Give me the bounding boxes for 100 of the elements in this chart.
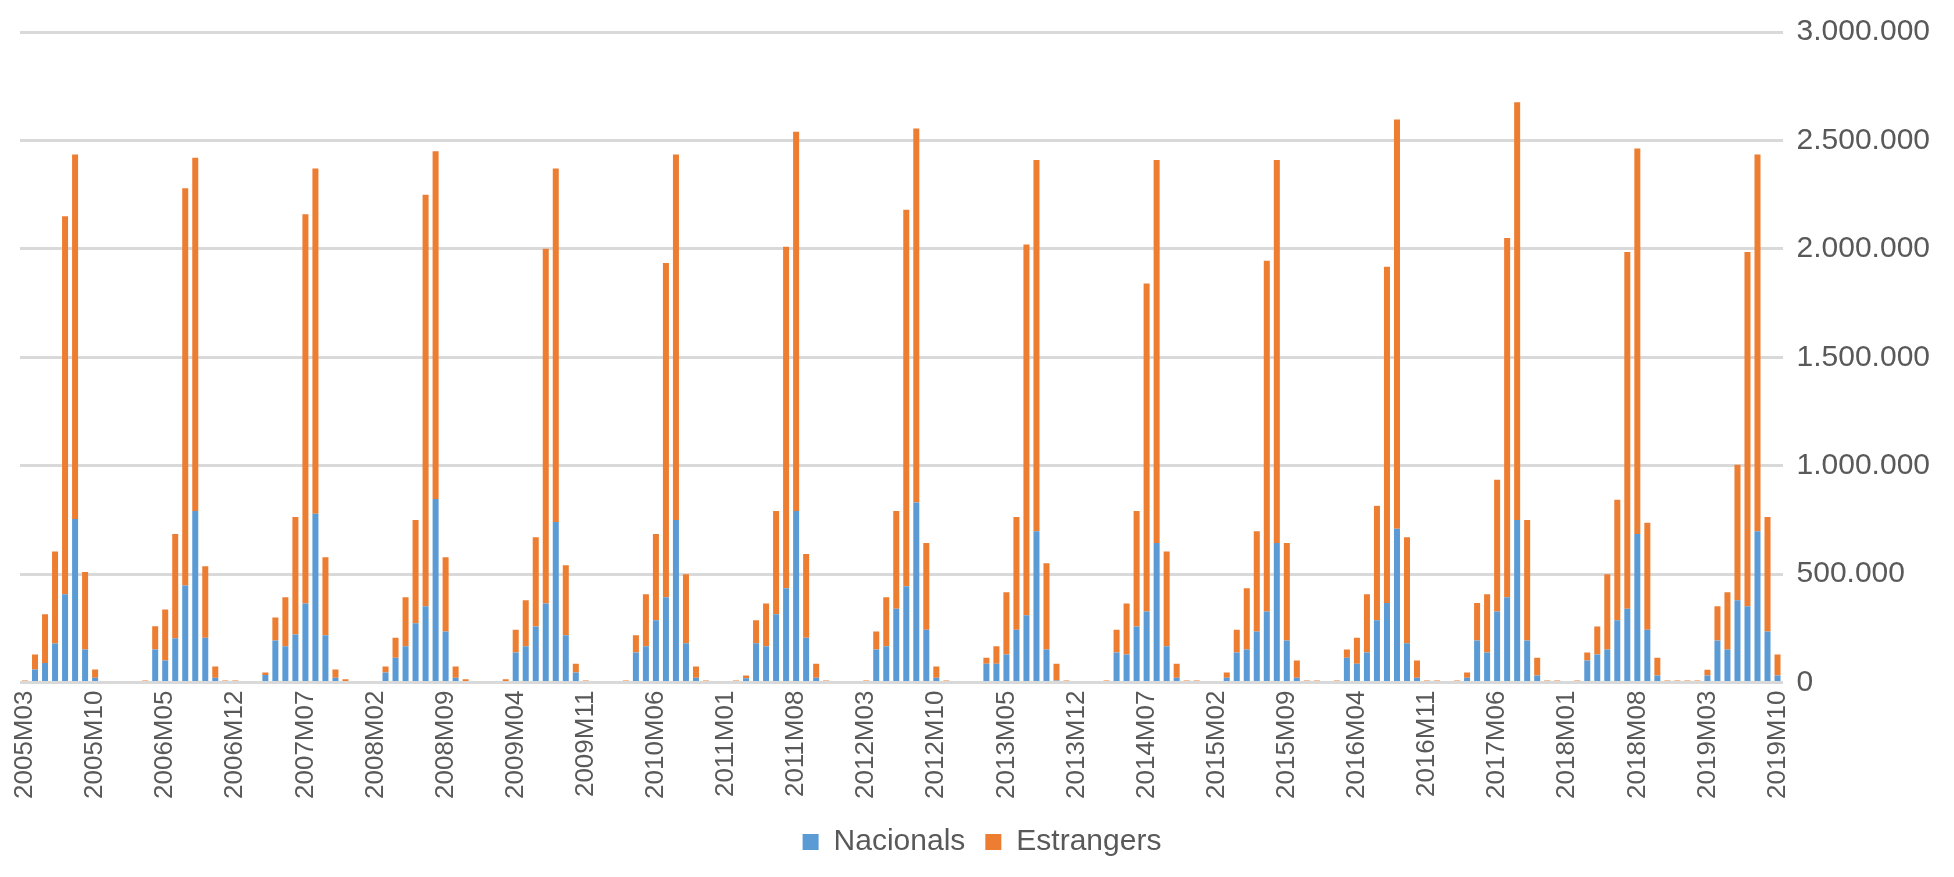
bar	[1494, 611, 1501, 682]
x-tick-label: 2019M03	[1690, 690, 1721, 799]
bar	[983, 663, 990, 682]
bar	[542, 248, 549, 604]
x-tick-label: 2005M10	[78, 690, 109, 799]
bar	[522, 646, 529, 682]
bar	[52, 643, 59, 682]
bar	[753, 643, 760, 682]
bar	[32, 669, 39, 682]
bar	[1283, 542, 1290, 641]
bar	[1724, 592, 1731, 650]
bar	[1373, 505, 1380, 621]
bar	[783, 588, 790, 682]
bar	[1624, 608, 1631, 682]
bar	[1273, 542, 1280, 682]
bar	[793, 511, 800, 682]
bar	[873, 649, 880, 682]
x-tick-label: 2012M10	[919, 690, 950, 799]
y-tick-label: 2.000.000	[1796, 230, 1931, 264]
bar	[662, 262, 669, 598]
bar	[452, 677, 459, 682]
bar	[813, 677, 820, 682]
x-tick-label: 2010M06	[639, 690, 670, 799]
bar	[392, 637, 399, 658]
x-tick-label: 2018M08	[1620, 690, 1651, 799]
bar	[1464, 672, 1471, 678]
x-tick-label: 2015M02	[1199, 690, 1230, 799]
bar	[1774, 654, 1781, 676]
legend-label: Nacionals	[833, 823, 966, 857]
bar	[322, 635, 329, 682]
bar	[512, 629, 519, 653]
bar	[813, 663, 820, 678]
x-tick-label: 2011M01	[709, 690, 740, 798]
bar	[62, 594, 69, 682]
x-tick-label: 2016M04	[1340, 690, 1371, 799]
bar	[1634, 534, 1641, 682]
bar	[903, 586, 910, 682]
bar	[72, 519, 79, 682]
bar	[692, 677, 699, 682]
bar	[1714, 606, 1721, 641]
bar	[1343, 657, 1350, 682]
bar	[542, 603, 549, 682]
bar	[1133, 511, 1140, 627]
bar	[763, 646, 770, 682]
bar	[1724, 649, 1731, 682]
x-tick-label: 2009M04	[498, 690, 529, 799]
bar	[442, 557, 449, 632]
bar	[52, 551, 59, 644]
bar	[292, 634, 299, 682]
bar	[1353, 663, 1360, 682]
legend-label: Estrangers	[1016, 823, 1162, 857]
bar	[212, 666, 219, 678]
bar	[1644, 629, 1651, 682]
bar	[562, 565, 569, 636]
x-tick-label: 2014M07	[1129, 690, 1160, 799]
bar	[1534, 657, 1541, 676]
bar	[1644, 522, 1651, 630]
bar	[1233, 652, 1240, 682]
bar	[42, 614, 49, 664]
bar	[292, 517, 299, 635]
bar	[162, 609, 169, 661]
x-tick-label: 2011M08	[779, 690, 810, 798]
bar	[312, 513, 319, 682]
bar	[302, 214, 309, 604]
bar	[1594, 626, 1601, 655]
bar	[913, 502, 920, 682]
bar	[1774, 675, 1781, 682]
bar	[1273, 159, 1280, 543]
x-tick-label: 2006M12	[218, 690, 249, 799]
bar	[1373, 620, 1380, 682]
bar	[1363, 594, 1370, 653]
bar	[1744, 606, 1751, 682]
bar	[272, 617, 279, 641]
bar	[1013, 629, 1020, 682]
bar	[172, 534, 179, 639]
bar	[993, 663, 1000, 682]
bar	[763, 603, 770, 647]
bar	[1474, 640, 1481, 682]
bar	[1293, 660, 1300, 678]
bar	[1393, 119, 1400, 529]
bar	[272, 640, 279, 682]
bar	[1584, 652, 1591, 661]
bar	[1484, 652, 1491, 682]
bar	[652, 620, 659, 682]
bar	[512, 652, 519, 682]
x-tick-label: 2013M12	[1059, 690, 1090, 799]
bar	[1343, 649, 1350, 658]
bar	[1253, 531, 1260, 632]
bar	[632, 635, 639, 653]
bar	[412, 519, 419, 624]
y-tick-label: 500.000	[1796, 555, 1905, 589]
bar	[82, 649, 89, 682]
bar	[1714, 640, 1721, 682]
bar	[1604, 649, 1611, 682]
bar	[392, 657, 399, 682]
bar	[32, 654, 39, 670]
bar	[652, 534, 659, 621]
bar	[442, 631, 449, 682]
bar	[1734, 464, 1741, 601]
bar	[1414, 677, 1421, 682]
